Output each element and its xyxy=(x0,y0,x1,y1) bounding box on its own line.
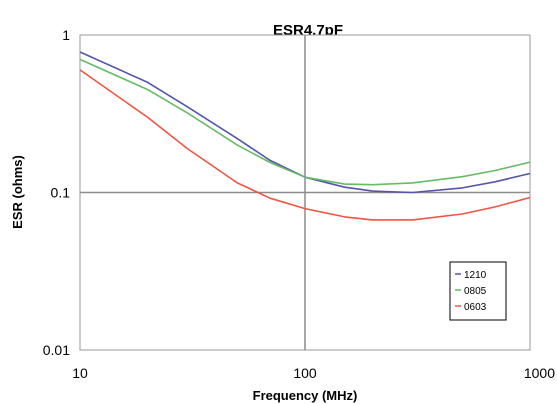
x-tick-label: 10 xyxy=(72,365,88,381)
legend-label-1210: 1210 xyxy=(464,270,487,281)
y-tick-label: 0.01 xyxy=(43,342,70,358)
grid-lines xyxy=(80,35,530,350)
x-tick-label: 1000 xyxy=(524,365,555,381)
legend-label-0805: 0805 xyxy=(464,286,487,297)
series-line-0805 xyxy=(79,58,531,186)
y-axis-label: ESR (ohms) xyxy=(10,155,25,229)
y-tick-labels: 0.01 0.1 1 xyxy=(43,27,70,358)
series-line-0603 xyxy=(79,69,531,221)
legend-label-0603: 0603 xyxy=(464,302,487,313)
series-line-1210 xyxy=(79,51,531,194)
legend: 1210 0805 0603 xyxy=(449,261,507,321)
x-tick-labels: 10 100 1000 xyxy=(72,365,555,381)
x-tick-label: 100 xyxy=(293,365,317,381)
series-group xyxy=(79,51,531,221)
x-axis-label: Frequency (MHz) xyxy=(253,388,358,403)
y-tick-label: 0.1 xyxy=(51,185,71,201)
y-tick-label: 1 xyxy=(62,27,70,43)
legend-box xyxy=(449,261,507,321)
